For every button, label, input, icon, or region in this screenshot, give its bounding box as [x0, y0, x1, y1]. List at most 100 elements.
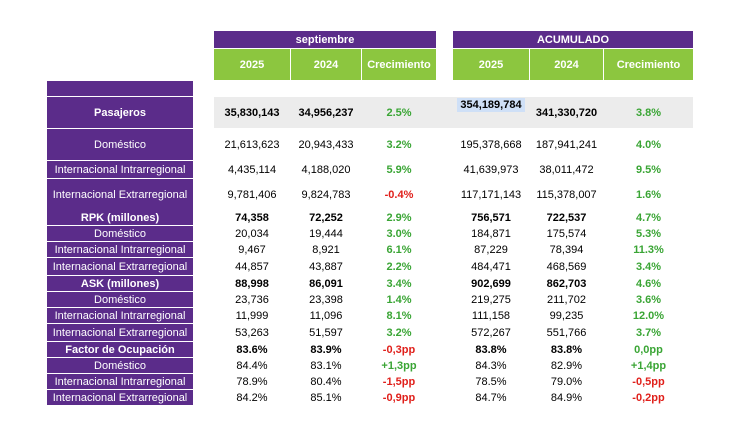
- cell-month-2025: 44,857: [235, 260, 269, 273]
- cell-cum-2025: 756,571: [471, 211, 511, 224]
- cell-month-2024: 86,091: [309, 277, 343, 290]
- cell-month-growth: 2.5%: [386, 106, 412, 119]
- cell-cum-2025: 117,171,143: [460, 188, 522, 201]
- row-label: Internacional Extrarregional: [47, 390, 193, 405]
- cell-cum-2024: 468,569: [546, 260, 587, 273]
- row-label: Internacional Intrarregional: [47, 242, 193, 257]
- cell-month-2024: 43,887: [309, 260, 343, 273]
- cell-cum-2025: 354,189,784: [453, 97, 529, 128]
- cell-month-2024: 83.9%: [310, 343, 342, 356]
- row-label: Internacional Extrarregional: [47, 324, 193, 341]
- cell-month-growth: 3.0%: [386, 227, 412, 240]
- cell-month-growth: 5.9%: [386, 163, 412, 176]
- header-cumulative: ACUMULADO: [453, 31, 693, 48]
- cell-cum-2024: 115,378,007: [536, 188, 597, 201]
- cell-cum-2024: 79.0%: [550, 375, 583, 388]
- row-label: Internacional Intrarregional: [47, 308, 193, 323]
- col-cum-2025: 2025: [453, 49, 529, 80]
- cell-cum-2024: 99,235: [549, 309, 584, 322]
- cell-cum-2024: 862,703: [546, 277, 587, 290]
- cell-month-2024: 83.1%: [310, 359, 342, 372]
- col-cum-growth: Crecimiento: [604, 49, 693, 80]
- row-label: Doméstico: [47, 358, 193, 373]
- row-label: Doméstico: [47, 129, 193, 160]
- cell-month-2025: 23,736: [235, 293, 269, 306]
- cell-month-2025: 84.2%: [236, 391, 268, 404]
- col-month-2024: 2024: [291, 49, 361, 80]
- cell-month-2024: 8,921: [312, 243, 340, 256]
- cell-month-growth: -1,5pp: [382, 375, 416, 388]
- cell-month-2024: 23,398: [309, 293, 343, 306]
- cell-month-2025: 88,998: [235, 277, 269, 290]
- cell-month-2024: 4,188,020: [301, 163, 351, 176]
- cell-cum-growth: 1.6%: [635, 188, 662, 201]
- cell-cum-2025: 184,871: [471, 227, 511, 240]
- cell-cum-2025: 195,378,668: [460, 138, 522, 151]
- cell-month-2024: 19,444: [309, 227, 343, 240]
- cell-cum-growth: 0,0pp: [634, 343, 663, 356]
- cell-month-growth: +1,3pp: [381, 359, 417, 372]
- row-label: Internacional Extrarregional: [47, 179, 193, 210]
- col-month-2025: 2025: [214, 49, 290, 80]
- cell-month-2024: 34,956,237: [298, 106, 354, 119]
- cell-cum-2024: 83.8%: [550, 343, 583, 356]
- cell-month-2025: 84.4%: [236, 359, 268, 372]
- cell-cum-growth: 9.5%: [635, 163, 662, 176]
- header-period: septiembre: [214, 31, 436, 48]
- cell-cum-2025: 902,699: [471, 277, 511, 290]
- cell-cum-2024: 82.9%: [550, 359, 583, 372]
- cell-cum-growth: 3.8%: [635, 106, 662, 119]
- cell-month-2025: 20,034: [235, 227, 269, 240]
- cell-cum-growth: 12.0%: [632, 309, 665, 322]
- row-label: Factor de Ocupación: [47, 342, 193, 357]
- cell-cum-2024: 84.9%: [550, 391, 583, 404]
- cell-cum-growth: 4.6%: [635, 277, 662, 290]
- cell-cum-growth: -0,5pp: [632, 375, 665, 388]
- cell-cum-2024: 187,941,241: [535, 138, 598, 151]
- row-label: Internacional Intrarregional: [47, 374, 193, 389]
- cell-cum-2024: 38,011,472: [539, 163, 594, 176]
- cell-month-growth: -0.4%: [384, 188, 414, 201]
- cell-cum-2025: 484,471: [471, 260, 511, 273]
- cell-month-2024: 72,252: [309, 211, 343, 224]
- cell-cum-growth: 3.6%: [635, 293, 662, 306]
- cell-cum-2025: 572,267: [471, 326, 511, 339]
- cell-month-growth: -0,9pp: [382, 391, 416, 404]
- cell-month-2024: 80.4%: [310, 375, 342, 388]
- cell-month-2025: 53,263: [235, 326, 269, 339]
- cell-month-growth: 3.4%: [386, 277, 412, 290]
- cell-month-2025: 9,781,406: [227, 188, 277, 201]
- cell-month-growth: 2.9%: [386, 211, 412, 224]
- cell-month-2025: 74,358: [235, 211, 269, 224]
- row-label: RPK (millones): [47, 210, 193, 225]
- cell-cum-growth: +1,4pp: [630, 359, 667, 372]
- cell-month-2025: 21,613,623: [224, 138, 280, 151]
- cell-month-2024: 85.1%: [310, 391, 342, 404]
- cell-month-2024: 9,824,783: [301, 188, 351, 201]
- cell-cum-2025: 78.5%: [475, 375, 507, 388]
- cell-cum-2024: 211,702: [547, 293, 586, 306]
- col-cum-2024: 2024: [530, 49, 603, 80]
- cell-cum-2025: 87,229: [474, 243, 508, 256]
- cell-month-2025: 4,435,114: [227, 163, 277, 176]
- cell-cum-growth: 3.7%: [635, 326, 662, 339]
- row-label: Pasajeros: [47, 97, 193, 128]
- label-spacer: [47, 81, 193, 96]
- row-label: Internacional Extrarregional: [47, 258, 193, 275]
- cell-cum-2025: 41,639,973: [463, 163, 519, 176]
- cell-month-2025: 35,830,143: [224, 106, 280, 119]
- cell-cum-2024: 175,574: [546, 227, 587, 240]
- cell-month-growth: 2.2%: [386, 260, 412, 273]
- cell-month-growth: -0,3pp: [382, 343, 416, 356]
- row-label: Doméstico: [47, 226, 193, 241]
- cell-cum-2025: 111,158: [471, 309, 511, 322]
- cell-month-2025: 11,999: [235, 309, 269, 322]
- pasajeros-band: [214, 97, 693, 128]
- cell-month-2025: 9,467: [238, 243, 266, 256]
- row-label: ASK (millones): [47, 276, 193, 291]
- cell-cum-growth: -0,2pp: [632, 391, 665, 404]
- cell-cum-2025: 84.7%: [475, 391, 507, 404]
- cell-month-growth: 8.1%: [386, 309, 412, 322]
- cell-month-growth: 3.2%: [386, 326, 412, 339]
- cell-month-2025: 83.6%: [236, 343, 268, 356]
